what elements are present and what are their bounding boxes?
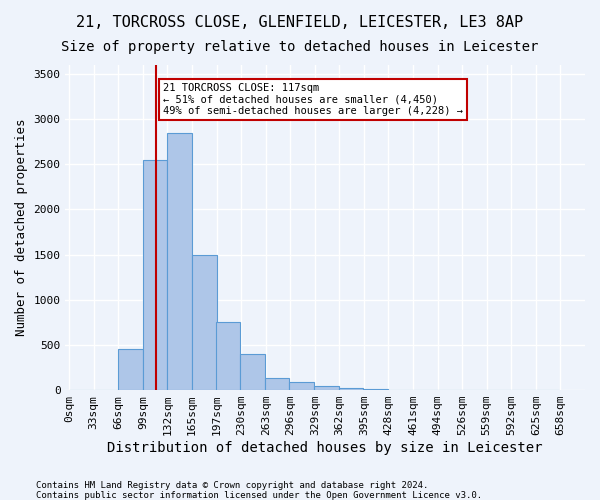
Bar: [118, 350, 143, 390]
X-axis label: Distribution of detached houses by size in Leicester: Distribution of detached houses by size …: [107, 441, 543, 455]
Bar: [167, 132, 192, 390]
Bar: [338, 388, 363, 390]
Text: Contains public sector information licensed under the Open Government Licence v3: Contains public sector information licen…: [36, 491, 482, 500]
Text: 21 TORCROSS CLOSE: 117sqm
← 51% of detached houses are smaller (4,450)
49% of se: 21 TORCROSS CLOSE: 117sqm ← 51% of detac…: [163, 83, 463, 116]
Bar: [216, 322, 241, 390]
Y-axis label: Number of detached properties: Number of detached properties: [15, 119, 28, 336]
Bar: [143, 160, 167, 390]
Bar: [192, 254, 217, 390]
Bar: [289, 382, 314, 390]
Text: Contains HM Land Registry data © Crown copyright and database right 2024.: Contains HM Land Registry data © Crown c…: [36, 481, 428, 490]
Bar: [314, 386, 338, 390]
Bar: [265, 378, 289, 390]
Bar: [241, 354, 265, 390]
Text: Size of property relative to detached houses in Leicester: Size of property relative to detached ho…: [61, 40, 539, 54]
Bar: [363, 389, 388, 390]
Text: 21, TORCROSS CLOSE, GLENFIELD, LEICESTER, LE3 8AP: 21, TORCROSS CLOSE, GLENFIELD, LEICESTER…: [76, 15, 524, 30]
